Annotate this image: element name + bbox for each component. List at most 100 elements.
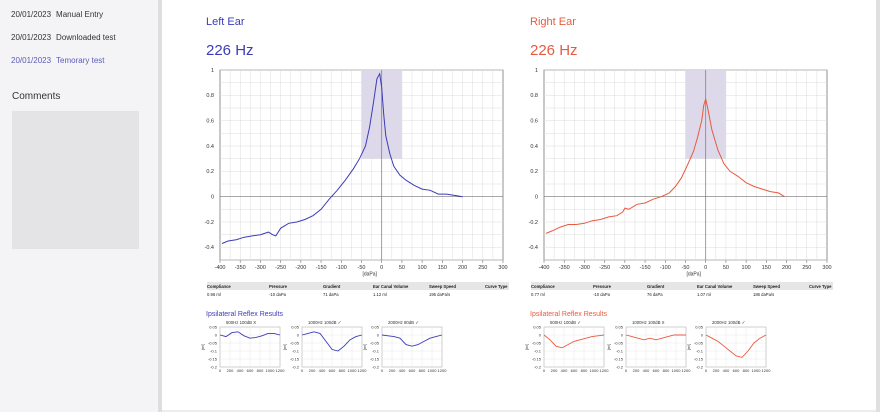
reflex-y-tick-label: 0.05 xyxy=(371,324,380,329)
x-tick-label: 150 xyxy=(438,265,447,271)
reflex-chart: 500Hz 100dB X0.050-0.05-0.1-0.15-0.20 200… xyxy=(201,320,285,373)
x-tick-label: 200 xyxy=(782,265,791,271)
x-tick-label: -50 xyxy=(358,265,366,271)
reflex-y-axis-label: [ml] xyxy=(687,344,691,350)
reflex-y-tick-label: 0 xyxy=(621,332,624,337)
reflex-chart: 1000Hz 100dB X0.050-0.05-0.1-0.15-0.20 20… xyxy=(607,320,691,373)
test-entry-label: Downloaded test xyxy=(56,33,116,42)
x-tick-label: 100 xyxy=(742,265,751,271)
measurement-header: Sweep Speed xyxy=(753,283,780,289)
scrollbar-track[interactable] xyxy=(876,0,880,412)
x-tick-label: -350 xyxy=(559,265,570,271)
reflex-x-tick-label: 800 xyxy=(743,368,750,373)
left-ear-frequency: 226 Hz xyxy=(206,42,254,59)
x-axis-label: [daPa] xyxy=(686,272,701,278)
y-tick-label: 0.6 xyxy=(206,118,214,124)
reflex-y-tick-label: -0.15 xyxy=(290,356,300,361)
reflex-y-tick-label: -0.05 xyxy=(614,340,624,345)
reflex-y-tick-label: -0.15 xyxy=(208,356,218,361)
reflex-y-tick-label: -0.1 xyxy=(696,348,704,353)
x-tick-label: 0 xyxy=(380,265,383,271)
test-entry-date: 20/01/2023 xyxy=(11,33,52,42)
y-tick-label: 0.8 xyxy=(530,93,538,99)
y-tick-label: 0.8 xyxy=(206,93,214,99)
reflex-x-tick-label: 200 xyxy=(227,368,234,373)
reflex-y-tick-label: 0 xyxy=(539,332,542,337)
x-tick-label: -150 xyxy=(316,265,327,271)
reflex-x-tick-label: 400 xyxy=(237,368,244,373)
reflex-y-tick-label: -0.15 xyxy=(614,356,624,361)
reflex-header: 1000Hz 100dB X xyxy=(632,320,665,325)
y-tick-label: 0.2 xyxy=(530,169,538,175)
reflex-header: 1000Hz 100dB ✓ xyxy=(308,320,341,325)
x-tick-label: -400 xyxy=(214,265,225,271)
test-entry-date: 20/01/2023 xyxy=(11,56,52,65)
x-tick-label: 100 xyxy=(418,265,427,271)
measurement-header: Pressure xyxy=(269,283,287,289)
reflex-y-axis-label: [ml] xyxy=(283,344,287,350)
x-tick-label: 250 xyxy=(802,265,811,271)
reflex-x-tick-label: 1000 xyxy=(348,368,358,373)
x-tick-label: -100 xyxy=(660,265,671,271)
reflex-x-tick-label: 200 xyxy=(389,368,396,373)
reflex-y-tick-label: -0.2 xyxy=(616,364,624,369)
reflex-y-tick-label: -0.2 xyxy=(534,364,542,369)
test-entry-manual[interactable]: 20/01/2023 Manual Entry xyxy=(11,10,103,19)
measurement-value: 76 daPa xyxy=(647,292,663,297)
reflex-x-tick-label: 0 xyxy=(543,368,546,373)
y-tick-label: 0.6 xyxy=(530,118,538,124)
sidebar: 20/01/2023 Manual Entry 20/01/2023 Downloa… xyxy=(0,0,158,412)
reflex-x-tick-label: 600 xyxy=(409,368,416,373)
test-entry-downloaded[interactable]: 20/01/2023 Downloaded test xyxy=(11,33,116,42)
y-tick-label: -0.4 xyxy=(205,245,214,251)
reflex-x-tick-label: 0 xyxy=(301,368,304,373)
reflex-curve xyxy=(625,334,686,341)
comments-box[interactable] xyxy=(12,111,139,249)
measurement-header: Ear Canal Volume xyxy=(373,283,409,289)
sidebar-divider xyxy=(158,0,162,412)
reflex-x-tick-label: 400 xyxy=(399,368,406,373)
reflex-y-tick-label: -0.05 xyxy=(370,340,380,345)
y-tick-label: -0.2 xyxy=(205,220,214,226)
x-tick-label: -50 xyxy=(682,265,690,271)
x-tick-label: 300 xyxy=(822,265,831,271)
reflex-y-tick-label: 0 xyxy=(701,332,704,337)
x-tick-label: 250 xyxy=(478,265,487,271)
reflex-x-tick-label: 600 xyxy=(653,368,660,373)
x-tick-label: -300 xyxy=(255,265,266,271)
measurement-header: Curve Type xyxy=(809,283,832,289)
y-tick-label: -0.4 xyxy=(529,245,538,251)
measurement-header: Compliance xyxy=(531,283,555,289)
reflex-x-tick-label: 400 xyxy=(643,368,650,373)
measurement-header: Pressure xyxy=(593,283,611,289)
x-tick-label: 150 xyxy=(762,265,771,271)
reflex-x-tick-label: 800 xyxy=(419,368,426,373)
test-entry-temporary[interactable]: 20/01/2023 Temorary test xyxy=(11,56,105,65)
reflex-curve xyxy=(301,331,363,352)
reflex-x-tick-label: 400 xyxy=(319,368,326,373)
reflex-curve xyxy=(705,334,767,358)
reflex-y-tick-label: -0.05 xyxy=(532,340,542,345)
measurement-header: Compliance xyxy=(207,283,231,289)
right-ear-title: Right Ear xyxy=(530,16,576,28)
reflex-curve xyxy=(219,331,281,339)
x-tick-label: -250 xyxy=(275,265,286,271)
reflex-x-tick-label: 1200 xyxy=(358,368,368,373)
reflex-x-tick-label: 200 xyxy=(551,368,558,373)
x-tick-label: -150 xyxy=(640,265,651,271)
reflex-x-tick-label: 800 xyxy=(339,368,346,373)
reflex-x-tick-label: 600 xyxy=(571,368,578,373)
reflex-y-tick-label: -0.2 xyxy=(292,364,300,369)
y-tick-label: 0.4 xyxy=(530,144,538,150)
comments-title: Comments xyxy=(12,91,61,102)
test-entry-date: 20/01/2023 xyxy=(11,10,52,19)
test-entry-label: Manual Entry xyxy=(56,10,104,19)
tympanogram-curve xyxy=(545,97,785,234)
reflex-x-tick-label: 1000 xyxy=(266,368,276,373)
reflex-curve xyxy=(381,334,443,347)
reflex-y-tick-label: 0.05 xyxy=(291,324,300,329)
reflex-curve xyxy=(543,334,605,349)
reflex-x-tick-label: 1200 xyxy=(762,368,772,373)
measurement-value: 186 daPa/s xyxy=(753,292,775,297)
reflex-y-tick-label: -0.1 xyxy=(534,348,542,353)
